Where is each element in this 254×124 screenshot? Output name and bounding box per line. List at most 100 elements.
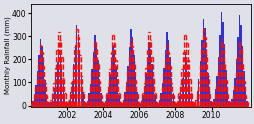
Bar	[109, 74, 110, 106]
Bar	[179, 89, 181, 106]
Bar	[161, 83, 163, 106]
Bar	[235, 59, 236, 106]
Bar	[200, 40, 202, 106]
Bar	[56, 62, 58, 106]
Bar	[100, 93, 101, 106]
Bar	[38, 55, 40, 106]
Bar	[238, 15, 239, 106]
Bar	[86, 101, 88, 106]
Bar	[71, 81, 73, 106]
Bar	[158, 100, 160, 106]
Bar	[185, 58, 187, 106]
Bar	[215, 77, 217, 106]
Bar	[181, 78, 182, 106]
Bar	[97, 60, 98, 106]
Bar	[118, 95, 119, 106]
Bar	[59, 55, 61, 106]
Bar	[68, 100, 70, 106]
Bar	[151, 64, 152, 106]
Bar	[226, 89, 227, 106]
Bar	[182, 65, 184, 106]
Bar	[146, 57, 148, 106]
Bar	[70, 92, 71, 106]
Bar	[149, 49, 151, 106]
Bar	[224, 70, 226, 106]
Bar	[193, 103, 194, 106]
Bar	[233, 78, 235, 106]
Bar	[128, 47, 130, 106]
Bar	[130, 29, 131, 106]
Bar	[61, 68, 62, 106]
Bar	[40, 39, 41, 106]
Bar	[31, 103, 32, 106]
Bar	[175, 104, 176, 106]
Bar	[191, 103, 193, 106]
Bar	[85, 103, 86, 106]
Bar	[205, 49, 206, 106]
Bar	[64, 96, 65, 106]
Bar	[196, 91, 197, 106]
Bar	[127, 66, 128, 106]
Bar	[197, 79, 199, 106]
Bar	[239, 25, 241, 106]
Bar	[43, 62, 44, 106]
Bar	[209, 101, 211, 106]
Bar	[119, 102, 121, 106]
Bar	[154, 95, 155, 106]
Bar	[241, 46, 242, 106]
Y-axis label: Monthly Rainfall (mm): Monthly Rainfall (mm)	[4, 16, 11, 94]
Bar	[202, 19, 203, 106]
Bar	[134, 76, 136, 106]
Bar	[79, 53, 80, 106]
Bar	[203, 28, 205, 106]
Bar	[172, 93, 173, 106]
Bar	[136, 92, 137, 106]
Bar	[166, 32, 167, 106]
Bar	[121, 103, 122, 106]
Bar	[34, 94, 35, 106]
Bar	[131, 37, 133, 106]
Bar	[92, 52, 94, 106]
Bar	[89, 84, 91, 106]
Bar	[242, 71, 244, 106]
Bar	[80, 75, 82, 106]
Bar	[217, 57, 218, 106]
Bar	[188, 85, 190, 106]
Bar	[113, 52, 115, 106]
Bar	[44, 80, 46, 106]
Bar	[194, 100, 196, 106]
Bar	[112, 45, 113, 106]
Bar	[208, 91, 209, 106]
Bar	[170, 78, 172, 106]
Bar	[214, 89, 215, 106]
Bar	[139, 103, 140, 106]
Bar	[223, 44, 224, 106]
Bar	[232, 90, 233, 106]
Bar	[169, 57, 170, 106]
Bar	[37, 71, 38, 106]
Bar	[55, 76, 56, 106]
Bar	[115, 66, 116, 106]
Bar	[190, 96, 191, 106]
Bar	[107, 87, 109, 106]
Bar	[62, 84, 64, 106]
Bar	[125, 82, 127, 106]
Bar	[218, 35, 220, 106]
Bar	[140, 101, 142, 106]
Bar	[104, 101, 106, 106]
Bar	[49, 104, 50, 106]
Bar	[137, 102, 139, 106]
Bar	[35, 85, 37, 106]
Bar	[152, 81, 154, 106]
Bar	[211, 102, 212, 106]
Bar	[157, 103, 158, 106]
Bar	[230, 99, 232, 106]
Bar	[167, 40, 169, 106]
Bar	[227, 101, 229, 106]
Bar	[50, 102, 52, 106]
Bar	[52, 96, 53, 106]
Bar	[91, 69, 92, 106]
Bar	[187, 71, 188, 106]
Bar	[212, 99, 214, 106]
Bar	[178, 96, 179, 106]
